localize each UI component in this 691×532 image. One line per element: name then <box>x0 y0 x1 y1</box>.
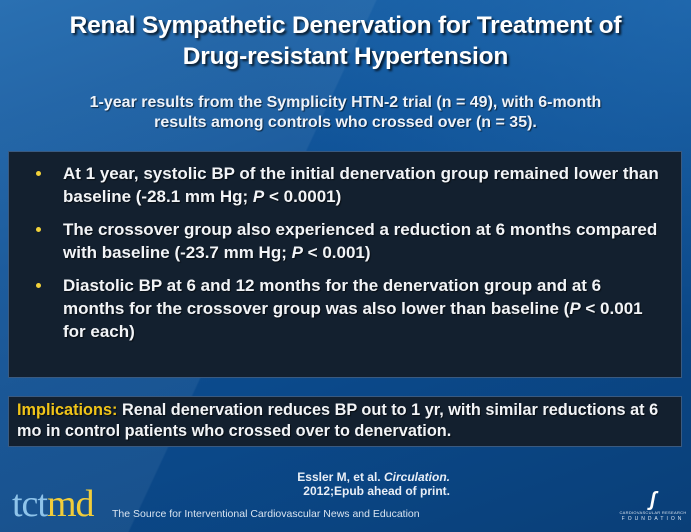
p-value-symbol: P <box>252 187 265 206</box>
citation-line-1: Essler M, et al. Circulation. <box>250 470 450 484</box>
finding-text: At 1 year, systolic BP of the initial de… <box>63 164 659 206</box>
p-value-symbol: P <box>291 243 303 262</box>
subtitle-line-2: results among controls who crossed over … <box>154 114 537 131</box>
citation-authors: Essler M, et al. <box>297 470 384 484</box>
findings-box: At 1 year, systolic BP of the initial de… <box>8 151 682 378</box>
crf-swirl-icon: ʃ <box>649 489 657 511</box>
crf-foundation: FOUNDATION <box>621 516 685 522</box>
implications-box: Implications: Renal denervation reduces … <box>8 396 682 447</box>
bullet-icon <box>36 283 41 288</box>
slide-title: Renal Sympathetic Denervation for Treatm… <box>0 10 691 72</box>
subtitle-line-1: 1-year results from the Symplicity HTN-2… <box>89 94 602 111</box>
citation-details: 2012;Epub ahead of print. <box>303 484 450 498</box>
finding-item: Diastolic BP at 6 and 12 months for the … <box>27 274 667 343</box>
finding-item: The crossover group also experienced a r… <box>27 218 667 264</box>
citation-journal: Circulation. <box>383 470 450 484</box>
tctmd-logo: tctmd <box>12 483 95 525</box>
implications-text: Renal denervation reduces BP out to 1 yr… <box>17 401 659 440</box>
bullet-icon <box>36 227 41 232</box>
citation: Essler M, et al. Circulation. 2012;Epub … <box>250 470 450 498</box>
tagline: The Source for Interventional Cardiovasc… <box>112 508 420 520</box>
p-value-symbol: P <box>569 299 581 318</box>
finding-text: The crossover group also experienced a r… <box>63 220 658 262</box>
finding-text-end: < 0.001 for each) <box>63 299 643 341</box>
implications-label: Implications: <box>17 401 118 419</box>
title-line-2: Drug-resistant Hypertension <box>182 43 509 70</box>
logo-tct: tct <box>12 483 48 525</box>
crf-logo: ʃ CARDIOVASCULAR RESEARCH FOUNDATION <box>618 490 688 523</box>
finding-text-end: < 0.001) <box>302 243 371 262</box>
bullet-icon <box>36 171 41 176</box>
title-line-1: Renal Sympathetic Denervation for Treatm… <box>69 12 622 39</box>
finding-item: At 1 year, systolic BP of the initial de… <box>27 162 667 208</box>
slide-subtitle: 1-year results from the Symplicity HTN-2… <box>0 93 691 133</box>
crf-name: CARDIOVASCULAR RESEARCH <box>619 510 687 515</box>
findings-list: At 1 year, systolic BP of the initial de… <box>9 152 681 343</box>
logo-md: md <box>46 483 95 525</box>
finding-text-end: < 0.0001) <box>264 187 342 206</box>
finding-text: Diastolic BP at 6 and 12 months for the … <box>63 276 602 318</box>
